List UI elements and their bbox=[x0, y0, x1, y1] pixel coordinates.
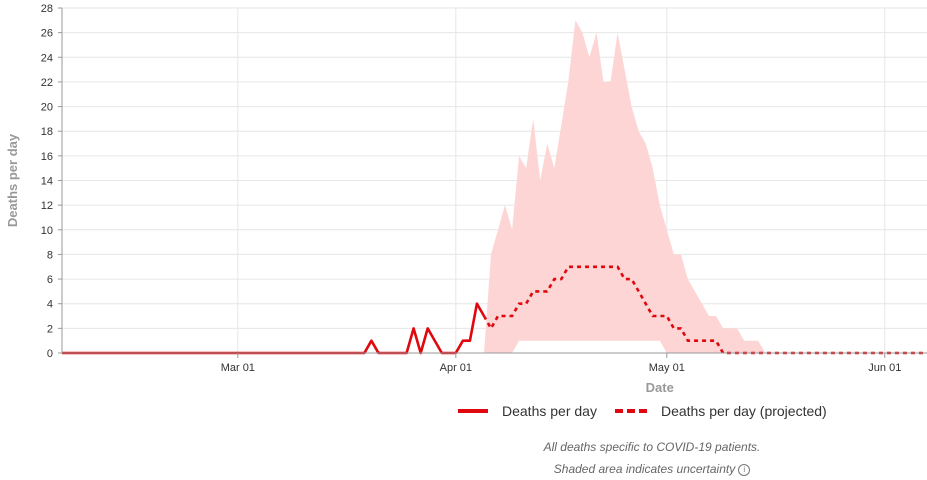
legend-label-projected: Deaths per day (projected) bbox=[660, 403, 827, 419]
y-tick-label: 28 bbox=[41, 3, 53, 15]
y-tick-label: 6 bbox=[47, 274, 53, 286]
series-lines bbox=[62, 265, 927, 355]
x-tick-label: Jun 01 bbox=[868, 362, 901, 374]
legend: Deaths per day Deaths per day (projected… bbox=[458, 403, 827, 419]
y-tick-label: 16 bbox=[41, 151, 53, 163]
y-tick-label: 26 bbox=[41, 28, 53, 40]
y-tick-label: 4 bbox=[47, 299, 53, 311]
series-line-actual bbox=[62, 302, 486, 355]
y-tick-label: 14 bbox=[41, 176, 53, 188]
grid bbox=[62, 7, 927, 354]
chart-notes: All deaths specific to COVID-19 patients… bbox=[436, 436, 868, 480]
y-tick-label: 12 bbox=[41, 200, 53, 212]
x-axis-title: Date bbox=[646, 380, 674, 395]
y-tick-label: 22 bbox=[41, 77, 53, 89]
y-axis-title: Deaths per day bbox=[5, 133, 20, 227]
axes bbox=[58, 7, 927, 358]
y-tick-label: 10 bbox=[41, 225, 53, 237]
note-deaths: All deaths specific to COVID-19 patients… bbox=[543, 440, 761, 454]
y-tick-label: 18 bbox=[41, 126, 53, 138]
y-tick-label: 0 bbox=[47, 348, 53, 360]
y-tick-label: 8 bbox=[47, 249, 53, 261]
y-tick-label: 24 bbox=[41, 52, 53, 64]
x-tick-label: May 01 bbox=[649, 362, 685, 374]
legend-item-projected[interactable]: Deaths per day (projected) bbox=[614, 403, 827, 419]
uncertainty-band bbox=[484, 20, 766, 354]
x-tick-label: Mar 01 bbox=[221, 362, 255, 374]
y-tick-label: 20 bbox=[41, 102, 53, 114]
note-uncertainty-row: Shaded area indicates uncertainty i bbox=[436, 458, 868, 480]
info-icon[interactable]: i bbox=[738, 463, 751, 476]
legend-item-actual[interactable]: Deaths per day bbox=[458, 403, 597, 419]
legend-label-actual: Deaths per day bbox=[502, 403, 597, 419]
legend-swatch-dashed bbox=[614, 409, 647, 413]
y-tick-label: 2 bbox=[47, 323, 53, 335]
legend-swatch-solid bbox=[458, 409, 488, 413]
note-uncertainty: Shaded area indicates uncertainty bbox=[553, 462, 736, 476]
x-tick-label: Apr 01 bbox=[440, 362, 472, 374]
